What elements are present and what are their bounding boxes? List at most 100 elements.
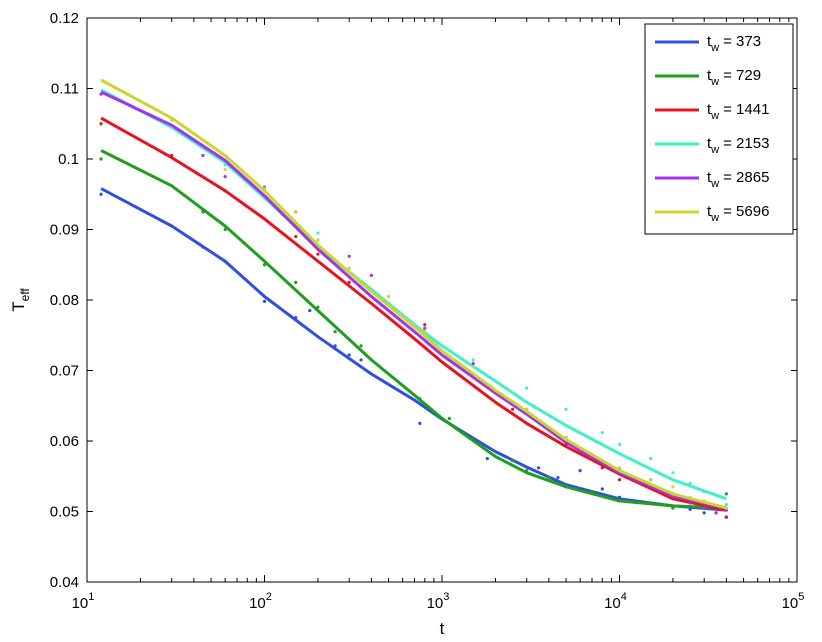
- series-line: [100, 90, 727, 510]
- legend-entry-2: tw = 1441: [707, 101, 769, 122]
- x-tick-label: 101: [72, 591, 95, 612]
- data-point: [99, 192, 103, 196]
- data-point: [671, 471, 675, 475]
- series-5: [100, 78, 728, 510]
- data-point: [688, 501, 692, 505]
- legend-entry-3: tw = 2153: [707, 135, 769, 156]
- x-tick-base: 10: [72, 595, 89, 612]
- data-point: [471, 358, 475, 362]
- data-point: [556, 476, 560, 480]
- x-axis-label: t: [440, 619, 445, 638]
- x-tick-base: 10: [427, 595, 444, 612]
- legend-entry-1: tw = 729: [707, 67, 761, 88]
- data-point: [316, 238, 320, 242]
- data-point: [99, 157, 103, 161]
- data-point: [547, 476, 551, 480]
- data-point: [578, 469, 582, 473]
- data-point: [600, 487, 604, 491]
- y-tick-label: 0.04: [50, 574, 79, 591]
- data-point: [702, 506, 706, 510]
- data-point: [308, 308, 312, 313]
- data-point: [536, 466, 541, 470]
- data-point: [294, 234, 298, 239]
- y-tick-label: 0.06: [50, 433, 79, 450]
- data-point: [423, 330, 427, 334]
- y-tick-label: 0.07: [50, 363, 79, 380]
- data-point: [564, 407, 568, 411]
- data-point: [485, 457, 489, 461]
- legend-box: [644, 23, 794, 235]
- data-point: [369, 273, 373, 277]
- legend-label: = 1441: [723, 101, 769, 118]
- y-axis-label-main: T: [9, 301, 28, 311]
- data-point: [316, 252, 320, 256]
- legend-prefix: t: [707, 203, 712, 220]
- legend-prefix: t: [707, 169, 712, 186]
- legend-prefix: t: [707, 101, 712, 118]
- x-tick-base: 10: [249, 595, 266, 612]
- series-line: [100, 149, 727, 510]
- data-point: [418, 421, 422, 425]
- data-point: [347, 280, 351, 284]
- x-tick-exponent: 5: [798, 591, 804, 603]
- y-axis-label: Teff: [9, 288, 32, 312]
- data-point: [649, 478, 653, 482]
- data-point: [201, 153, 205, 158]
- data-point: [262, 299, 267, 304]
- data-point: [316, 231, 320, 235]
- data-point: [525, 386, 529, 390]
- series-1: [99, 149, 728, 510]
- data-point: [223, 167, 227, 172]
- legend-prefix: t: [707, 135, 712, 152]
- data-point: [99, 122, 103, 126]
- legend-entry-0: tw = 373: [707, 33, 761, 54]
- y-tick-label: 0.12: [50, 10, 79, 27]
- data-point: [294, 280, 298, 284]
- data-point: [359, 358, 363, 362]
- x-tick-exponent: 4: [621, 591, 627, 603]
- x-tick-exponent: 2: [266, 591, 272, 603]
- y-tick-label: 0.1: [58, 151, 79, 168]
- data-point: [724, 502, 728, 507]
- legend-subscript: w: [710, 144, 719, 156]
- data-point: [347, 266, 351, 270]
- x-tick-label: 102: [249, 591, 272, 612]
- data-point: [511, 459, 515, 463]
- data-point: [333, 330, 337, 334]
- legend-subscript: w: [710, 76, 719, 88]
- series-line: [100, 116, 727, 512]
- data-point: [649, 457, 653, 461]
- data-point: [702, 511, 706, 515]
- y-axis-label-sub: eff: [18, 288, 32, 302]
- y-tick-label: 0.11: [51, 81, 79, 98]
- legend-subscript: w: [710, 212, 719, 224]
- series-line: [100, 187, 727, 512]
- data-point: [359, 344, 363, 348]
- data-point: [471, 365, 475, 369]
- data-point: [600, 430, 604, 435]
- data-point: [511, 407, 515, 411]
- data-point: [714, 511, 718, 515]
- x-tick-base: 10: [604, 595, 621, 612]
- x-tick-exponent: 3: [443, 591, 449, 603]
- x-tick-base: 10: [782, 595, 799, 612]
- legend-label: = 5696: [723, 203, 769, 220]
- x-tick-label: 105: [782, 591, 805, 612]
- legend-label: = 2153: [723, 135, 769, 152]
- legend-subscript: w: [710, 42, 719, 54]
- legend-entry-5: tw = 5696: [707, 203, 769, 224]
- data-point: [617, 478, 622, 482]
- legend-subscript: w: [710, 110, 719, 122]
- legend-label: = 2865: [723, 169, 769, 186]
- y-tick-label: 0.09: [50, 222, 79, 239]
- data-layer: [99, 78, 728, 519]
- data-point: [294, 210, 298, 214]
- data-point: [347, 254, 351, 258]
- y-tick-label: 0.05: [50, 504, 79, 521]
- x-tick-label: 104: [604, 591, 627, 612]
- data-point: [347, 353, 351, 357]
